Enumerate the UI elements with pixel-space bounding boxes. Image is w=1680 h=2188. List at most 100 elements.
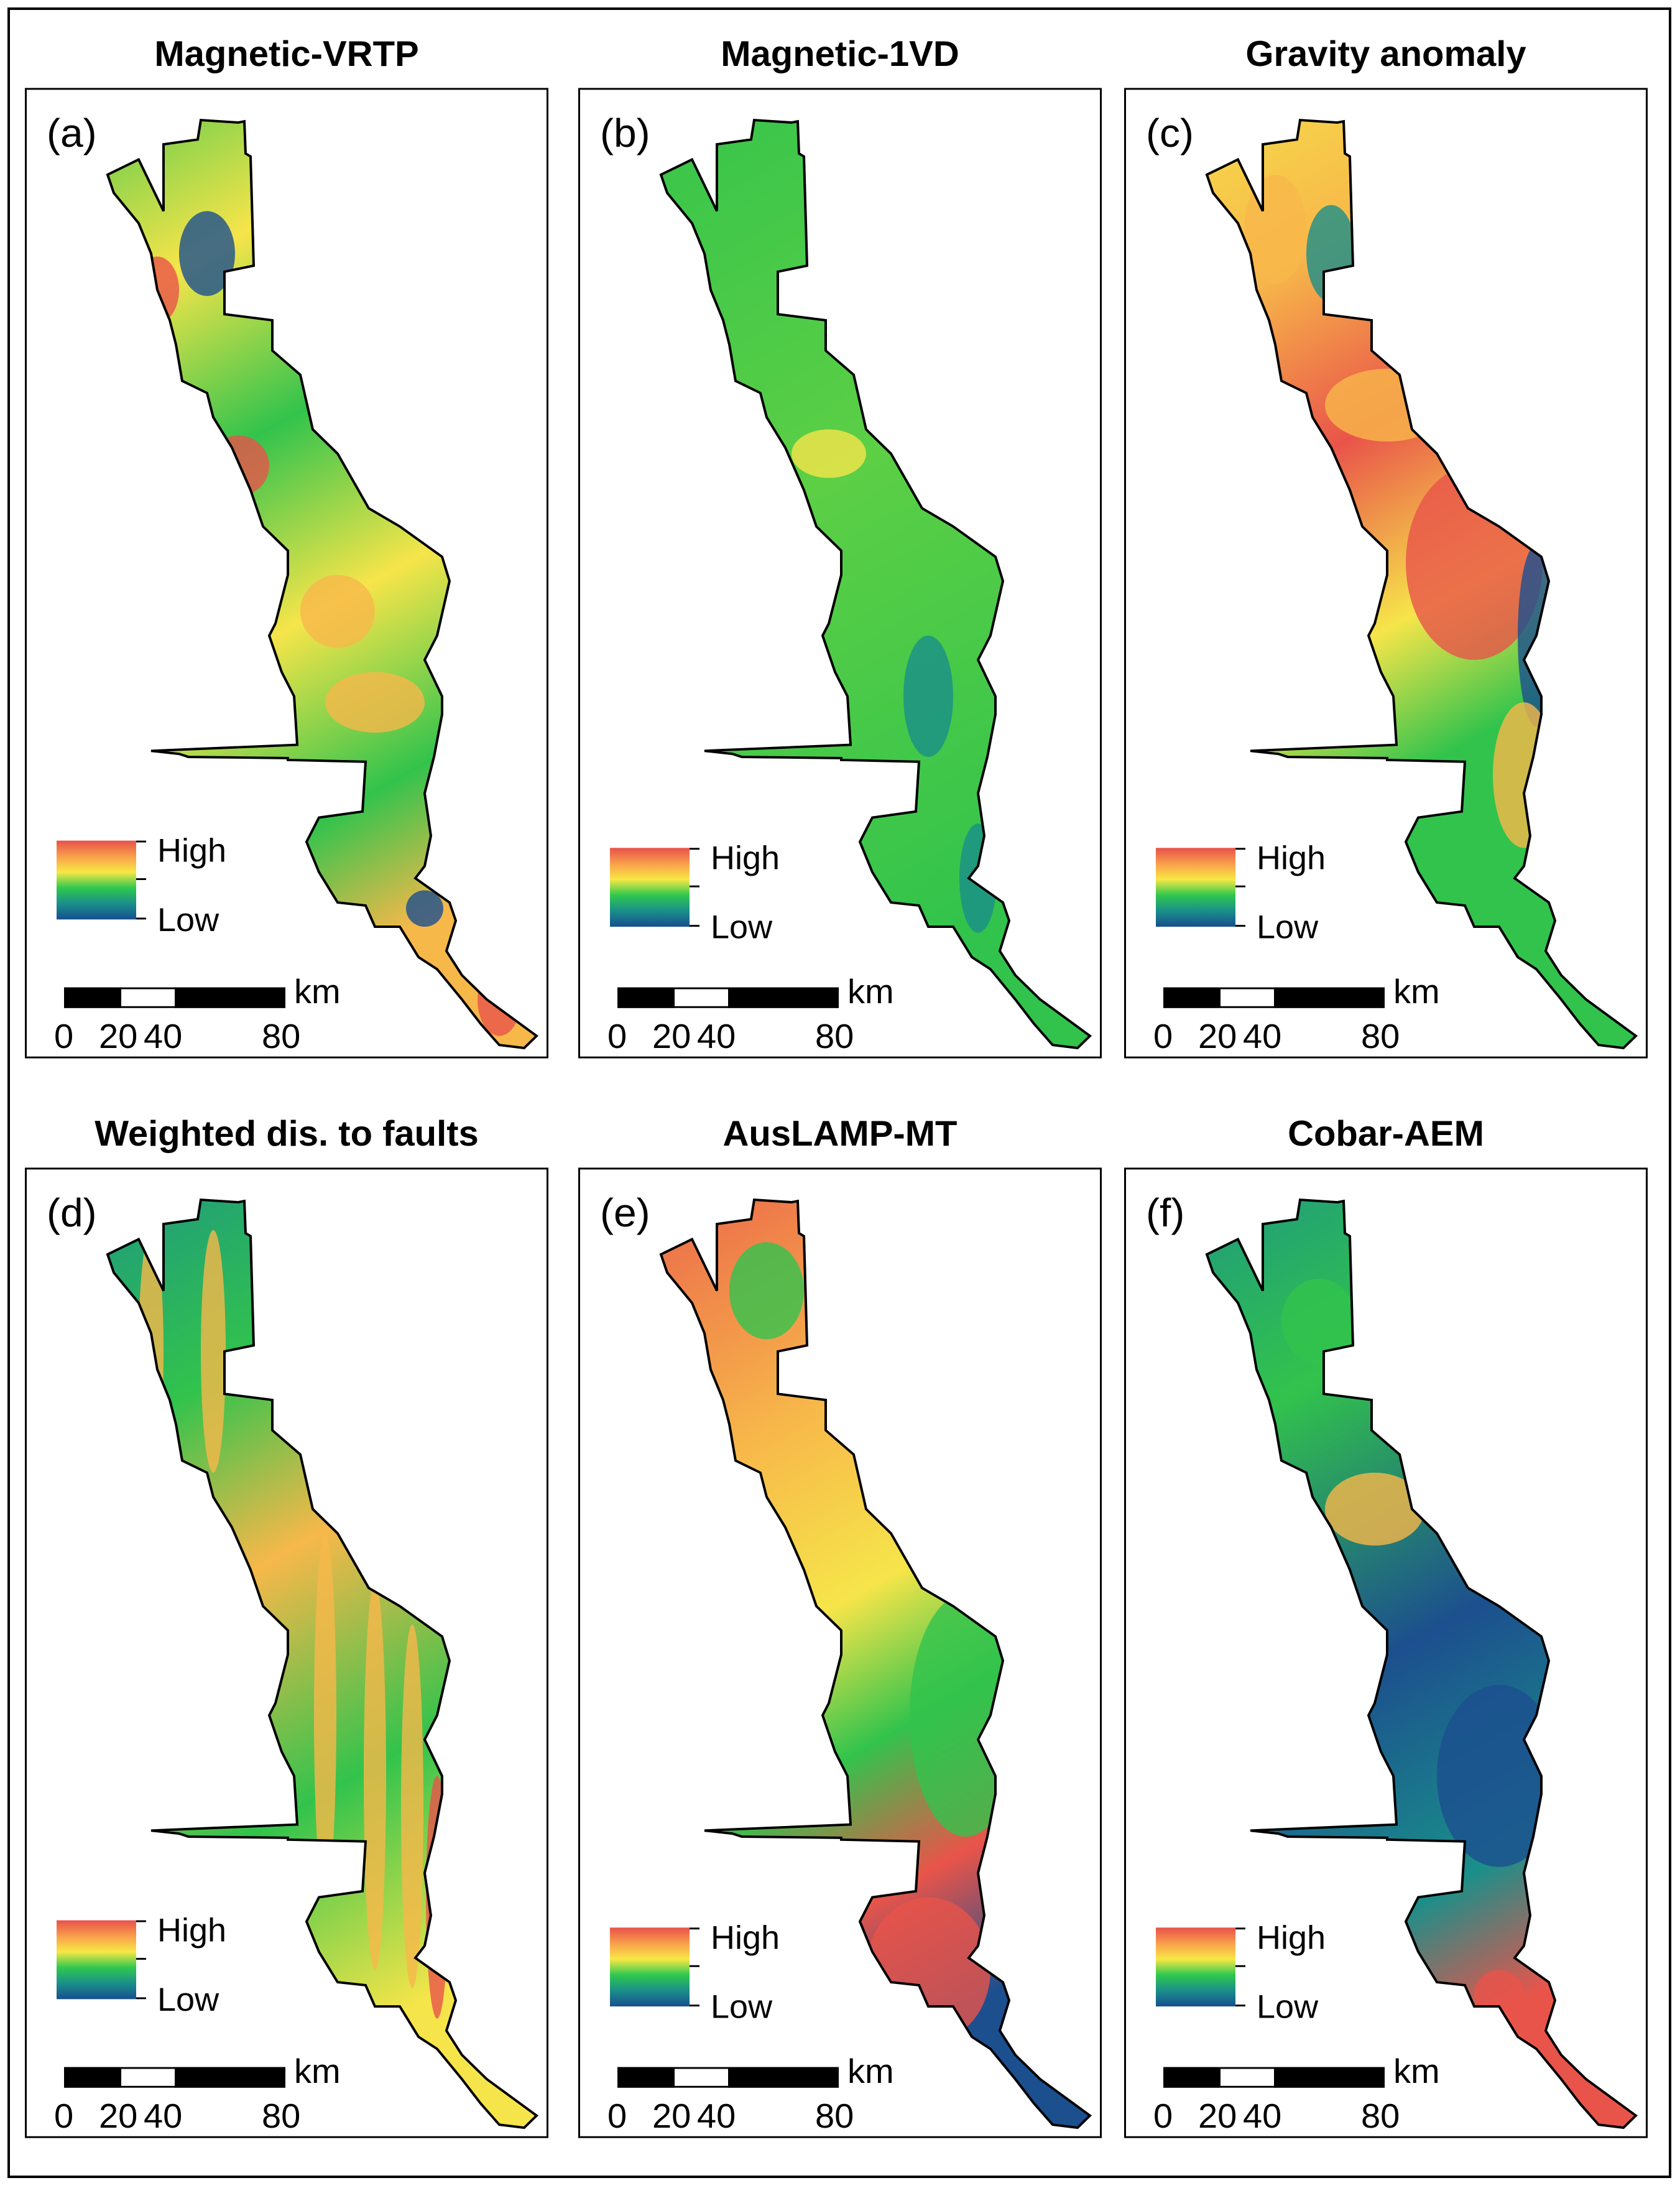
raster-map (106, 119, 539, 1050)
scale-segment (1219, 987, 1276, 1008)
study-area-boundary (106, 119, 539, 1050)
anomaly-patch (207, 435, 269, 496)
map-panel-magnetic-1vd: Magnetic-1VD (b) High Low km 0 20 40 80 (578, 24, 1102, 1071)
color-legend: High Low (1156, 840, 1380, 946)
raster-map (1205, 1198, 1638, 2130)
color-legend: High Low (1156, 1920, 1380, 2026)
scale-bar: km 0 20 40 80 (54, 2052, 412, 2136)
study-area-boundary (1205, 119, 1638, 1050)
scale-unit: km (847, 2052, 894, 2090)
scale-unit: km (294, 2052, 341, 2090)
scale-tick-label: 0 (607, 1017, 627, 1055)
map-frame: (d) High Low km 0 20 40 80 (25, 1167, 548, 2138)
scale-segment (175, 987, 285, 1008)
scale-segment (64, 2067, 121, 2088)
raster-map (659, 1198, 1092, 2130)
scale-segment (673, 987, 730, 1008)
scale-tick-label: 40 (697, 2097, 736, 2135)
panel-label: (c) (1146, 110, 1194, 155)
legend-low-label: Low (1257, 1988, 1319, 2026)
scale-segment (1274, 2067, 1385, 2088)
anomaly-patch (1281, 1278, 1356, 1364)
scale-tick-label: 0 (54, 2097, 74, 2135)
scale-segment (119, 2067, 177, 2088)
scale-segment (1274, 987, 1385, 1008)
anomaly-patch (1325, 368, 1449, 442)
scale-segment (1163, 2067, 1221, 2088)
scale-tick-label: 40 (1243, 1017, 1282, 1055)
map-panel-magnetic-vrtp: Magnetic-VRTP (a) High Low km 0 20 40 80 (25, 24, 548, 1071)
scale-tick-label: 80 (262, 2097, 301, 2135)
panel-label: (f) (1146, 1190, 1185, 1235)
legend-tick (1235, 925, 1245, 927)
color-legend: High Low (610, 1920, 834, 2026)
legend-high-label: High (157, 832, 227, 869)
anomaly-patch (401, 1624, 423, 1988)
color-legend: High Low (57, 833, 280, 939)
legend-low-label: Low (711, 909, 773, 946)
scale-tick-label: 40 (144, 1017, 183, 1055)
legend-high-label: High (1257, 840, 1326, 877)
scale-unit: km (294, 972, 341, 1011)
map-frame: (f) High Low km 0 20 40 80 (1124, 1167, 1648, 2138)
legend-high-label: High (1257, 1919, 1326, 1957)
scale-bar: km 0 20 40 80 (1153, 972, 1512, 1057)
anomaly-patch (1493, 702, 1555, 848)
anomaly-patch (406, 890, 443, 927)
scale-segment (617, 987, 675, 1008)
anomaly-patch (325, 672, 425, 733)
legend-tick (136, 1920, 146, 1922)
scale-tick-label: 80 (815, 2097, 854, 2135)
scale-segment (119, 987, 177, 1008)
scale-unit: km (1393, 2052, 1440, 2090)
anomaly-patch (1325, 1472, 1424, 1546)
legend-tick (136, 878, 146, 880)
panel-label: (a) (47, 110, 97, 155)
legend-tick (1235, 1965, 1245, 1967)
legend-low-label: Low (711, 1988, 773, 2026)
scale-bar: km 0 20 40 80 (607, 2052, 966, 2136)
scale-segment (64, 987, 121, 1008)
scale-tick-label: 0 (1153, 2097, 1173, 2135)
scale-tick-label: 0 (54, 1017, 74, 1055)
legend-tick (1235, 848, 1245, 850)
legend-high-label: High (711, 840, 780, 877)
scale-tick-label: 20 (1198, 2097, 1237, 2135)
scale-unit: km (1393, 972, 1440, 1011)
map-frame: (a) High Low km 0 20 40 80 (25, 88, 548, 1059)
legend-tick (136, 1997, 146, 2000)
scale-tick-label: 0 (607, 2097, 627, 2135)
legend-tick (690, 848, 699, 850)
legend-tick (1235, 885, 1245, 888)
map-panel-cobar-aem: Cobar-AEM (f) High Low km 0 20 40 80 (1124, 1103, 1648, 2151)
legend-colorbar (57, 1920, 136, 2000)
anomaly-patch (179, 211, 235, 296)
legend-tick (1235, 1927, 1245, 1930)
legend-colorbar (57, 840, 136, 920)
legend-colorbar (1156, 1927, 1235, 2007)
legend-colorbar (610, 848, 690, 927)
legend-tick (136, 1958, 146, 1960)
legend-tick (690, 1965, 699, 1967)
scale-segment (175, 2067, 285, 2088)
scale-tick-label: 20 (99, 2097, 138, 2135)
study-area-boundary (659, 119, 1092, 1050)
legend-low-label: Low (1257, 909, 1319, 946)
legend-low-label: Low (157, 1982, 219, 2018)
map-panel-weighted-fault-distance: Weighted dis. to faults (d) High Low km 0 20 40… (25, 1103, 548, 2151)
legend-tick (136, 917, 146, 920)
map-panel-auslamp-mt: AusLAMP-MT (e) High Low km 0 20 40 80 (578, 1103, 1102, 2151)
anomaly-patch (300, 575, 375, 648)
scale-tick-label: 20 (1198, 1017, 1237, 1055)
scale-segment (728, 987, 839, 1008)
scale-tick-label: 80 (1361, 1017, 1400, 1055)
anomaly-patch (1474, 1970, 1524, 2019)
scale-tick-label: 80 (1361, 2097, 1400, 2135)
study-area-boundary (106, 1198, 539, 2130)
map-frame: (e) High Low km 0 20 40 80 (578, 1167, 1102, 2138)
anomaly-patch (164, 1564, 213, 1637)
anomaly-patch (478, 963, 521, 1036)
study-area-boundary (1205, 1198, 1638, 2130)
scale-segment (1163, 987, 1221, 1008)
legend-high-label: High (157, 1912, 227, 1949)
